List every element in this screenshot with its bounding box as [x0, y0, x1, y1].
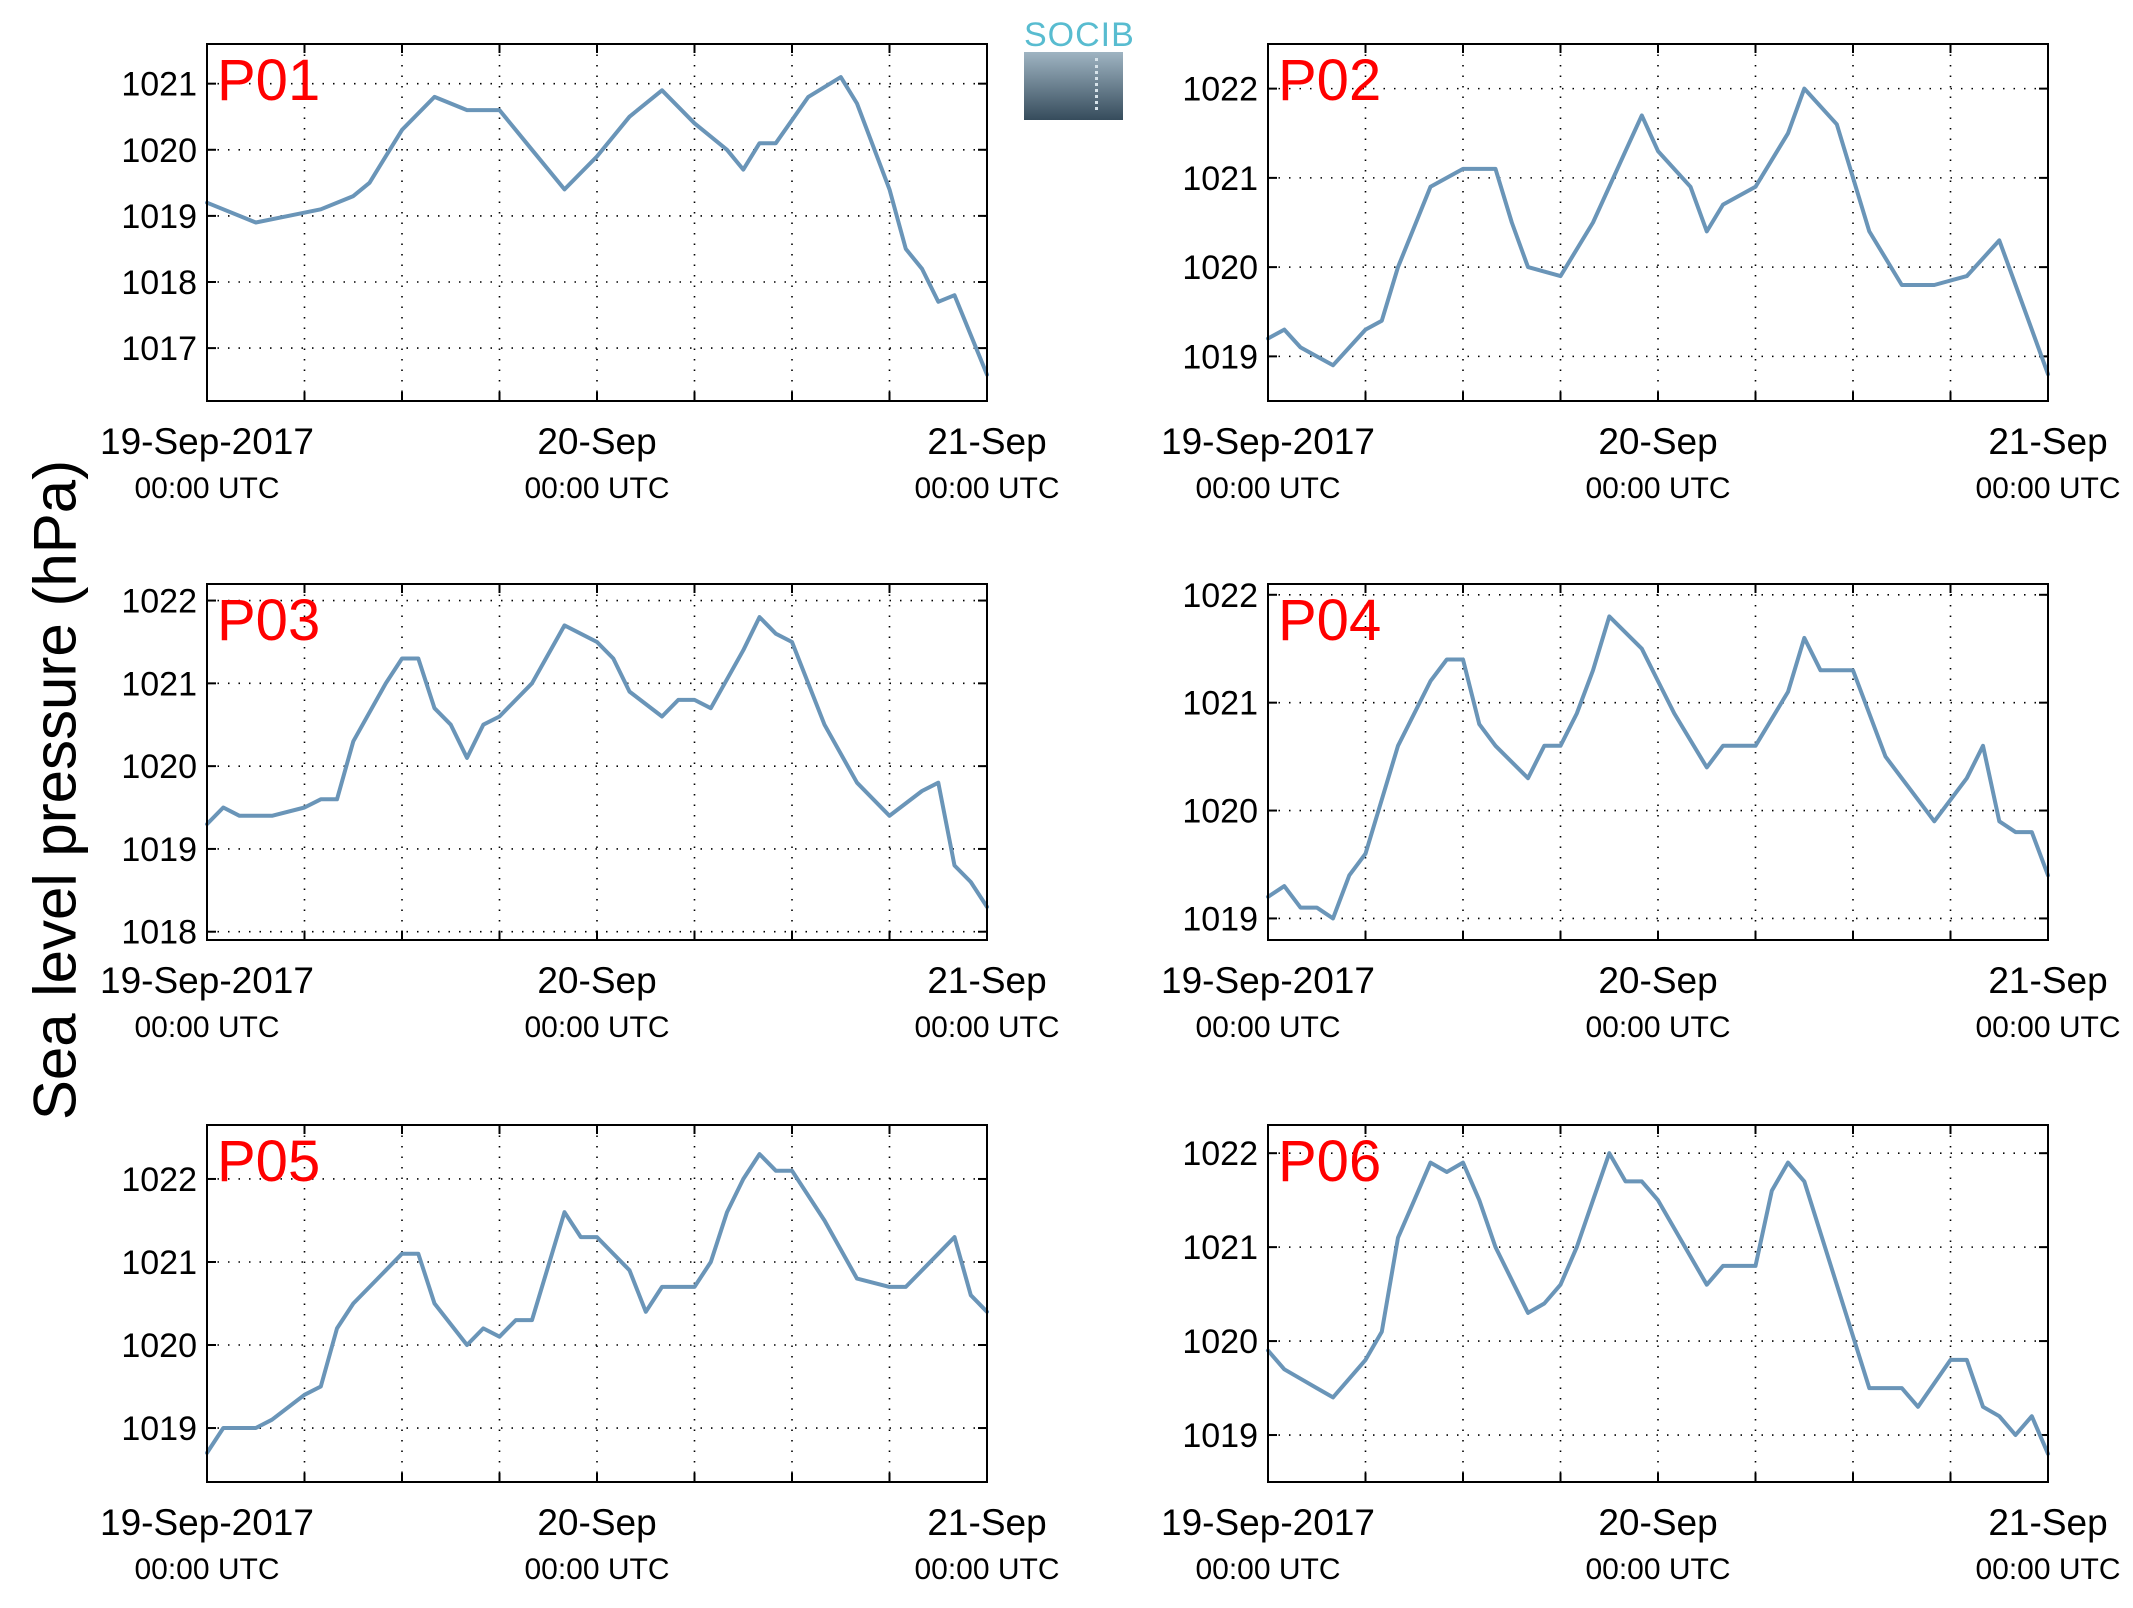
panel-label: P03 [217, 588, 320, 653]
x-tick-label-time: 00:00 UTC [1195, 472, 1340, 505]
x-tick-label-time: 00:00 UTC [914, 1553, 1059, 1586]
y-tick-label: 1021 [1182, 160, 1258, 198]
x-tick-label-date: 20-Sep [537, 960, 656, 1001]
logo-dotted-line [1095, 58, 1098, 110]
panel-p03: 1018 1019 1020 1021 1022 19-Sep-2017 00:00 UTC… [100, 583, 1060, 1044]
y-tick-label: 1022 [1182, 577, 1258, 615]
y-tick-label: 1021 [1182, 685, 1258, 723]
x-tick-label-date: 21-Sep [927, 1502, 1046, 1543]
x-tick-label-time: 00:00 UTC [524, 1553, 669, 1586]
x-tick-label-time: 00:00 UTC [1975, 1553, 2120, 1586]
x-tick-label-time: 00:00 UTC [1975, 472, 2120, 505]
panel-label: P01 [217, 48, 320, 113]
series-line-p03 [205, 615, 989, 909]
y-tick-label: 1019 [121, 831, 197, 869]
y-tick-label: 1019 [1182, 338, 1258, 376]
x-tick-label-time: 00:00 UTC [1195, 1553, 1340, 1586]
y-tick-label: 1019 [1182, 900, 1258, 938]
panel-p06: 1019 1020 1021 1022 19-Sep-2017 00:00 UTC 20-S… [1161, 1124, 2121, 1586]
y-tick-label: 1020 [1182, 249, 1258, 287]
y-tick-label: 1021 [1182, 1229, 1258, 1267]
socib-logo: SOCIB [1024, 16, 1135, 120]
x-tick-label-date: 19-Sep-2017 [1161, 1502, 1375, 1543]
panel-label: P06 [1278, 1129, 1381, 1194]
y-axis-label: Sea level pressure (hPa) [0, 0, 110, 1608]
x-tick-label-date: 20-Sep [537, 1502, 656, 1543]
y-tick-label: 1022 [1182, 1135, 1258, 1173]
panel-label: P04 [1278, 588, 1381, 653]
series-line-p06 [1266, 1151, 2050, 1456]
x-tick-label-date: 21-Sep [1988, 421, 2107, 462]
x-tick-label-date: 19-Sep-2017 [100, 421, 314, 462]
y-tick-label: 1020 [121, 748, 197, 786]
logo-text: SOCIB [1024, 16, 1135, 54]
x-tick-label-time: 00:00 UTC [1585, 472, 1730, 505]
y-tick-label: 1021 [121, 66, 197, 104]
panel-p02: 1019 1020 1021 1022 19-Sep-2017 00:00 UTC 20-S… [1161, 43, 2121, 505]
y-tick-label: 1020 [1182, 793, 1258, 831]
y-tick-label: 1018 [121, 914, 197, 952]
x-tick-label-time: 00:00 UTC [1975, 1011, 2120, 1044]
x-tick-label-time: 00:00 UTC [914, 1011, 1059, 1044]
x-tick-label-date: 19-Sep-2017 [100, 960, 314, 1001]
series-line-p05 [205, 1152, 989, 1455]
x-tick-label-time: 00:00 UTC [134, 472, 279, 505]
x-tick-label-time: 00:00 UTC [134, 1011, 279, 1044]
x-tick-label-time: 00:00 UTC [1585, 1011, 1730, 1044]
x-tick-label-date: 21-Sep [1988, 960, 2107, 1001]
axes-box [1267, 1124, 2049, 1483]
x-tick-label-date: 19-Sep-2017 [100, 1502, 314, 1543]
panel-label: P05 [217, 1129, 320, 1194]
y-axis-label-text: Sea level pressure (hPa) [21, 459, 89, 1121]
x-tick-label-date: 20-Sep [1598, 1502, 1717, 1543]
panel-p04: 1019 1020 1021 1022 19-Sep-2017 00:00 UTC 20-S… [1161, 577, 2121, 1044]
x-tick-label-date: 20-Sep [1598, 421, 1717, 462]
panel-label: P02 [1278, 48, 1381, 113]
x-tick-label-time: 00:00 UTC [914, 472, 1059, 505]
panel-p01: 1017 1018 1019 1020 1021 19-Sep-2017 00:00 UTC… [100, 43, 1060, 505]
axes-box [1267, 583, 2049, 941]
axes-box [206, 1124, 988, 1483]
axes-box [1267, 43, 2049, 402]
y-tick-label: 1019 [121, 1410, 197, 1448]
x-tick-label-time: 00:00 UTC [134, 1553, 279, 1586]
y-tick-label: 1022 [1182, 71, 1258, 109]
x-tick-label-date: 21-Sep [927, 960, 1046, 1001]
y-tick-label: 1022 [121, 1161, 197, 1199]
y-tick-label: 1020 [1182, 1323, 1258, 1361]
axes-box [206, 43, 988, 402]
logo-graphic [1024, 52, 1123, 120]
x-tick-label-time: 00:00 UTC [1585, 1553, 1730, 1586]
x-tick-label-time: 00:00 UTC [524, 1011, 669, 1044]
y-tick-label: 1021 [121, 1244, 197, 1282]
y-tick-label: 1020 [121, 1327, 197, 1365]
y-tick-label: 1019 [1182, 1417, 1258, 1455]
x-tick-label-date: 19-Sep-2017 [1161, 421, 1375, 462]
series-line-p02 [1266, 86, 2050, 377]
x-tick-label-date: 20-Sep [537, 421, 656, 462]
y-tick-label: 1022 [121, 583, 197, 621]
x-tick-label-date: 19-Sep-2017 [1161, 960, 1375, 1001]
y-tick-label: 1021 [121, 665, 197, 703]
x-tick-label-date: 21-Sep [1988, 1502, 2107, 1543]
y-tick-label: 1020 [121, 132, 197, 170]
y-tick-label: 1018 [121, 264, 197, 302]
x-tick-label-time: 00:00 UTC [524, 472, 669, 505]
y-tick-label: 1019 [121, 198, 197, 236]
x-tick-label-time: 00:00 UTC [1195, 1011, 1340, 1044]
series-line-p01 [205, 75, 989, 377]
y-tick-label: 1017 [121, 330, 197, 368]
axes-box [206, 583, 988, 941]
x-tick-label-date: 20-Sep [1598, 960, 1717, 1001]
x-tick-label-date: 21-Sep [927, 421, 1046, 462]
series-line-p04 [1266, 614, 2050, 921]
panel-p05: 1019 1020 1021 1022 19-Sep-2017 00:00 UTC 20-S… [100, 1124, 1060, 1586]
